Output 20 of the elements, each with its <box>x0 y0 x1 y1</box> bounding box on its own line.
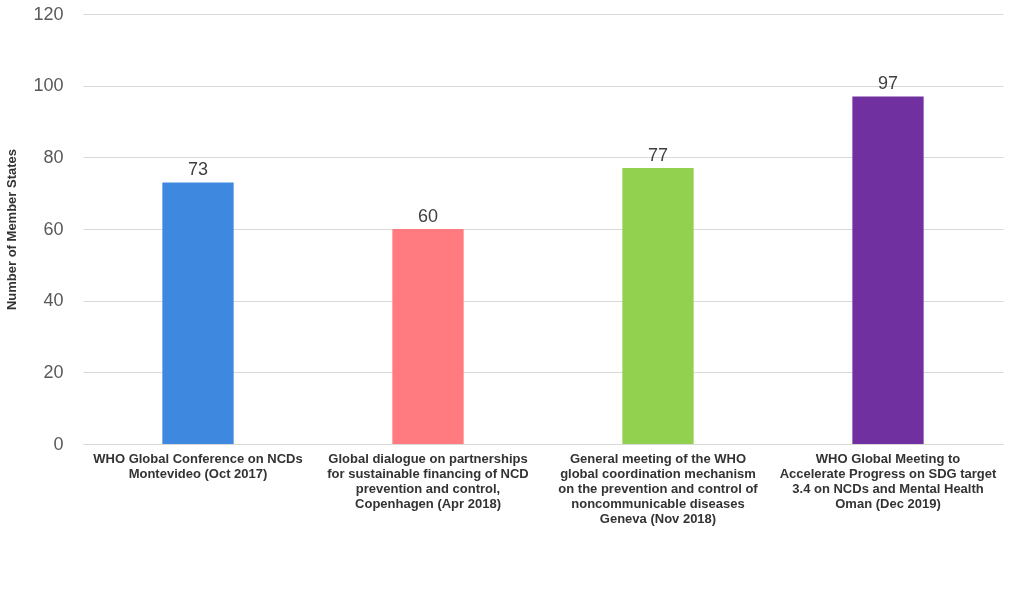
x-tick-label: Global dialogue on partnerships for sustainable financing of NCD prevention and control, Copenhagen (Apr 2018) <box>327 450 529 511</box>
y-tick-label: 0 <box>53 433 64 454</box>
y-tick-label: 80 <box>43 146 64 167</box>
data-label: 73 <box>187 159 209 180</box>
x-tick-label: WHO Global Meeting to Accelerate Progress on SDG target 3.4 on NCDs and Mental Health Oman (Dec 2019) <box>779 450 998 511</box>
data-label: 97 <box>877 73 899 94</box>
y-tick-label: 100 <box>33 75 64 96</box>
x-tick-label: WHO Global Conference on NCDs Montevideo (Oct 2017) <box>93 450 303 481</box>
y-tick-label: 20 <box>43 361 64 382</box>
y-axis-title: Number of Member States <box>4 148 20 311</box>
data-label: 60 <box>417 206 439 226</box>
y-tick-label: 40 <box>43 290 64 311</box>
bar <box>392 229 464 444</box>
bar <box>162 182 234 444</box>
bar <box>622 168 694 444</box>
bar <box>852 96 924 444</box>
y-tick-label: 120 <box>33 3 64 24</box>
y-tick-label: 60 <box>43 218 64 239</box>
data-label: 77 <box>647 145 669 166</box>
x-tick-label: General meeting of the WHO global coordination mechanism on the prevention and control of noncommunicable diseases Geneva (Nov 2018) <box>558 450 759 526</box>
